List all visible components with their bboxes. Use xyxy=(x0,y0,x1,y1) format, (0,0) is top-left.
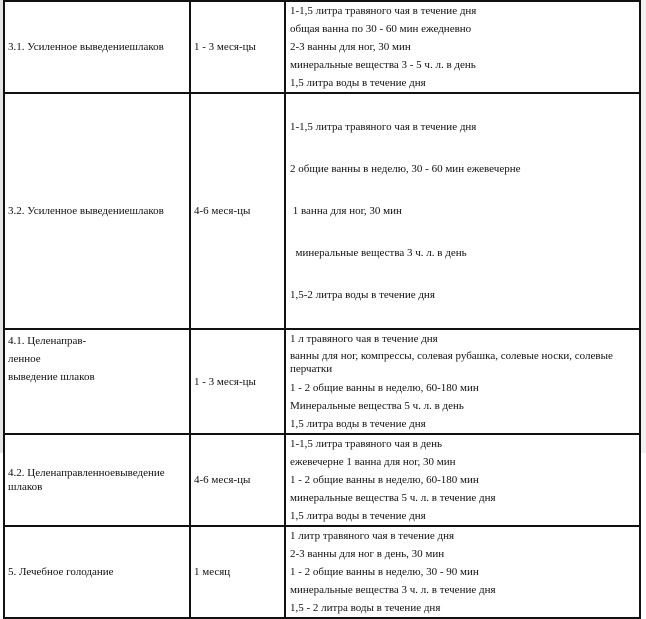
program-name: 4.1. Целенаправ- xyxy=(8,335,87,347)
list-item: 1,5 литра воды в течение дня xyxy=(290,77,426,89)
duration: 4-6 меся-цы xyxy=(194,205,251,217)
list-item: 2 общие ванны в неделю, 30 - 60 мин ежев… xyxy=(290,163,521,175)
duration-cell: 4-6 меся-цы xyxy=(189,92,286,330)
table-row: 3.2. Усиленное выведениешлаков 4-6 меся-… xyxy=(3,92,641,330)
program-name: 4.2. Целенаправленноевыведение шлаков xyxy=(8,467,165,493)
treatment-table: 3.1. Усиленное выведениешлаков 1 - 3 мес… xyxy=(3,0,641,619)
list-item: 1-1,5 литра травяного чая в течение дня xyxy=(290,121,477,133)
list-item: 1 л травяного чая в течение дня xyxy=(290,333,438,345)
duration-cell: 1 - 3 меся-цы xyxy=(189,0,286,94)
duration: 1 - 3 меся-цы xyxy=(194,375,256,388)
list-item: 1-1,5 литра травяного чая в день xyxy=(290,438,442,450)
program-cell: 4.1. Целенаправ- ленное выведение шлаков xyxy=(3,328,191,435)
program-cell: 3.1. Усиленное выведениешлаков xyxy=(3,0,191,94)
list-item: минеральные вещества 3 ч. л. в день xyxy=(290,247,467,259)
list-item: 1 - 2 общие ванны в неделю, 60-180 мин xyxy=(290,382,479,394)
items-cell: 1 литр травяного чая в течение дня 2-3 в… xyxy=(284,525,641,619)
list-item: минеральные вещества 3 ч. л. в течение д… xyxy=(290,584,496,596)
duration: 4-6 меся-цы xyxy=(194,474,251,486)
items-cell: 1 л травяного чая в течение дня ванны дл… xyxy=(284,328,641,435)
table-row: 5. Лечебное голодание 1 месяц 1 литр тра… xyxy=(3,525,641,619)
list-item: общая ванна по 30 - 60 мин ежедневно xyxy=(290,23,472,35)
program-name: 3.2. Усиленное выведениешлаков xyxy=(8,205,164,217)
table-row: 4.1. Целенаправ- ленное выведение шлаков… xyxy=(3,328,641,435)
program-name: ленное xyxy=(8,353,41,365)
items-cell: 1-1,5 литра травяного чая в день ежевече… xyxy=(284,433,641,527)
duration-cell: 4-6 меся-цы xyxy=(189,433,286,527)
items-cell: 1-1,5 литра травяного чая в течение дня … xyxy=(284,0,641,94)
list-item: 1 литр травяного чая в течение дня xyxy=(290,530,455,542)
list-item: 1,5 - 2 литра воды в течение дня xyxy=(290,602,441,614)
list-item: ежевечерне 1 ванна для ног, 30 мин xyxy=(290,456,456,468)
duration: 1 - 3 меся-цы xyxy=(194,41,256,53)
list-item: 1-1,5 литра травяного чая в течение дня xyxy=(290,5,477,17)
list-item: 1 - 2 общие ванны в неделю, 30 - 90 мин xyxy=(290,566,479,578)
program-name: выведение шлаков xyxy=(8,371,95,383)
list-item: 1,5 литра воды в течение дня xyxy=(290,418,426,430)
list-item: 1,5-2 литра воды в течение дня xyxy=(290,289,435,301)
list-item: минеральные вещества 3 - 5 ч. л. в день xyxy=(290,59,476,71)
program-name: 3.1. Усиленное выведениешлаков xyxy=(8,41,164,53)
items-cell: 1-1,5 литра травяного чая в течение дня … xyxy=(284,92,641,330)
list-item: ванны для ног, компрессы, солевая рубашк… xyxy=(290,350,613,375)
program-name: 5. Лечебное голодание xyxy=(8,566,114,578)
list-item: 1,5 литра воды в течение дня xyxy=(290,510,426,522)
right-margin xyxy=(641,0,646,453)
list-item: 1 - 2 общие ванны в неделю, 60-180 мин xyxy=(290,474,479,486)
duration-cell: 1 - 3 меся-цы xyxy=(189,328,286,435)
list-item: минеральные вещества 5 ч. л. в течение д… xyxy=(290,492,496,504)
table-row: 4.2. Целенаправленноевыведение шлаков 4-… xyxy=(3,433,641,527)
list-item: 2-3 ванны для ног в день, 30 мин xyxy=(290,548,445,560)
list-item: Минеральные вещества 5 ч. л. в день xyxy=(290,400,464,412)
list-item: 2-3 ванны для ног, 30 мин xyxy=(290,41,411,53)
table-row: 3.1. Усиленное выведениешлаков 1 - 3 мес… xyxy=(3,0,641,94)
program-cell: 4.2. Целенаправленноевыведение шлаков xyxy=(3,433,191,527)
duration: 1 месяц xyxy=(194,566,231,578)
list-item: 1 ванна для ног, 30 мин xyxy=(290,205,402,217)
program-cell: 3.2. Усиленное выведениешлаков xyxy=(3,92,191,330)
left-margin xyxy=(0,0,3,453)
duration-cell: 1 месяц xyxy=(189,525,286,619)
program-cell: 5. Лечебное голодание xyxy=(3,525,191,619)
